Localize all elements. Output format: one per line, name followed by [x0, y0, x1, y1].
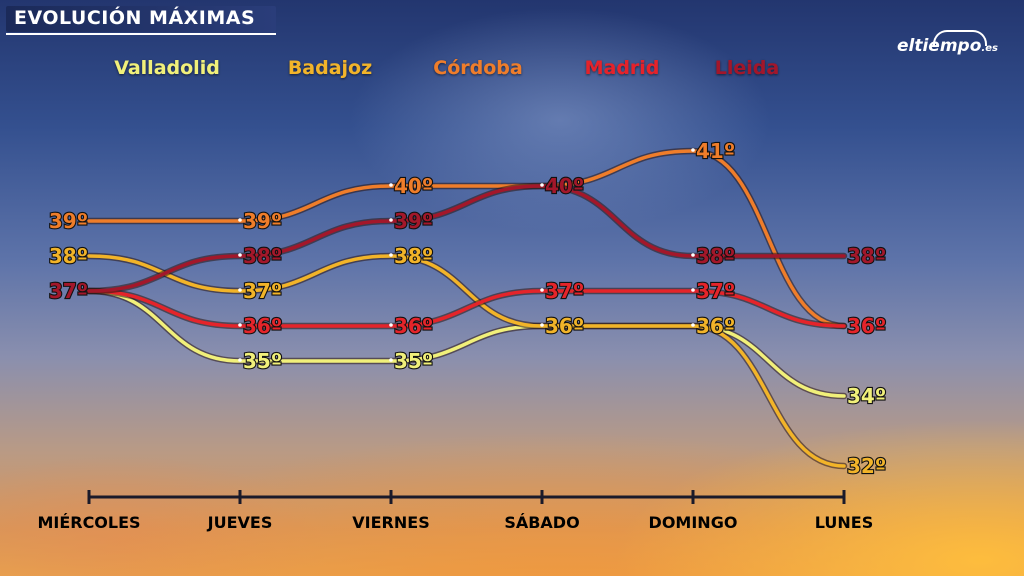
data-point-dot [691, 253, 695, 257]
data-point-lleida-miercoles: 37º [48, 278, 89, 304]
data-point-dot [238, 288, 242, 292]
data-label: 38º [243, 244, 282, 268]
x-tick-label-viernes: VIERNES [352, 513, 429, 532]
data-point-dot [389, 218, 393, 222]
data-point-lleida-lunes: 38º [846, 243, 887, 269]
data-point-badajoz-lunes: 32º [846, 453, 887, 479]
logo-text: eltiempo.es [897, 36, 998, 56]
data-point-badajoz-miercoles: 38º [48, 243, 89, 269]
x-tick-label-domingo: DOMINGO [649, 513, 738, 532]
x-tick-label-lunes: LUNES [815, 513, 873, 532]
data-point-badajoz-sabado: 36º [540, 313, 585, 339]
data-label: 36º [545, 314, 584, 338]
series-line-cordoba [87, 149, 846, 328]
series-line-madrid [87, 289, 846, 328]
data-point-cordoba-miercoles: 39º [48, 208, 89, 234]
data-point-lleida-jueves: 38º [238, 243, 283, 269]
data-label: 39º [394, 209, 433, 233]
data-point-dot [540, 288, 544, 292]
data-point-lleida-domingo: 38º [691, 243, 736, 269]
data-label: 35º [243, 349, 282, 373]
title-underline [6, 33, 276, 35]
data-point-madrid-viernes: 36º [389, 313, 434, 339]
logo-suffix: .es [981, 43, 998, 54]
data-label: 35º [394, 349, 433, 373]
data-label: 40º [545, 174, 584, 198]
legend-item-madrid: Madrid [585, 57, 660, 79]
data-point-dot [238, 358, 242, 362]
data-point-dot [691, 288, 695, 292]
data-point-dot [691, 148, 695, 152]
data-label: 39º [243, 209, 282, 233]
data-point-dot [540, 183, 544, 187]
data-label: 39º [49, 209, 88, 233]
logo-name: eltiempo [897, 36, 982, 56]
data-point-badajoz-jueves: 37º [238, 278, 283, 304]
legend: Valladolid Badajoz Córdoba Madrid Lleida [114, 57, 779, 79]
data-point-valladolid-lunes: 34º [846, 383, 887, 409]
data-label: 37º [243, 279, 282, 303]
data-label: 40º [394, 174, 433, 198]
data-label: 36º [696, 314, 735, 338]
eltiempo-logo: eltiempo.es [897, 30, 1015, 58]
data-point-cordoba-viernes: 40º [389, 173, 434, 199]
data-label: 36º [243, 314, 282, 338]
data-label: 38º [49, 244, 88, 268]
x-tick-label-jueves: JUEVES [207, 513, 273, 532]
data-point-dot [389, 358, 393, 362]
data-point-madrid-jueves: 36º [238, 313, 283, 339]
data-point-lleida-sabado: 40º [540, 173, 585, 199]
data-point-dot [540, 323, 544, 327]
legend-item-lleida: Lleida [715, 57, 779, 79]
x-axis: MIÉRCOLES JUEVES VIERNES SÁBADO DOMINGO LUNES [37, 490, 873, 532]
data-point-dot [238, 218, 242, 222]
data-point-badajoz-viernes: 38º [389, 243, 434, 269]
data-point-dot [389, 323, 393, 327]
data-point-dot [238, 253, 242, 257]
data-label: 36º [847, 314, 886, 338]
data-point-cordoba-jueves: 39º [238, 208, 283, 234]
data-label: 37º [49, 279, 88, 303]
data-label: 34º [847, 384, 886, 408]
data-point-madrid-domingo: 37º [691, 278, 736, 304]
legend-item-cordoba: Córdoba [433, 57, 522, 79]
data-point-madrid-sabado: 37º [540, 278, 585, 304]
legend-item-valladolid: Valladolid [114, 57, 220, 79]
chart-title: EVOLUCIÓN MÁXIMAS [14, 7, 256, 29]
cloud-icon [933, 30, 987, 46]
data-point-valladolid-viernes: 35º [389, 348, 434, 374]
data-label: 37º [696, 279, 735, 303]
series-lines [85, 147, 848, 470]
legend-item-badajoz: Badajoz [288, 57, 372, 79]
series-line-valladolid [87, 289, 846, 398]
data-label: 41º [696, 139, 735, 163]
data-label: 36º [394, 314, 433, 338]
title-banner: EVOLUCIÓN MÁXIMAS [6, 6, 276, 32]
data-point-dot [238, 323, 242, 327]
data-point-lleida-viernes: 39º [389, 208, 434, 234]
data-point-dot [389, 183, 393, 187]
data-point-dot [389, 253, 393, 257]
x-tick-label-sabado: SÁBADO [504, 513, 579, 532]
series-line-lleida [87, 184, 846, 293]
data-point-cordoba-domingo: 41º [691, 138, 736, 164]
data-label: 37º [545, 279, 584, 303]
data-point-badajoz-domingo: 36º [691, 313, 736, 339]
data-point-madrid-lunes: 36º [846, 313, 887, 339]
data-label: 32º [847, 454, 886, 478]
data-labels: 35º 35º 34º 38º 37º 38º 36º 36º 32º 39º 39º 40º 41º 3… [48, 138, 887, 479]
x-tick-label-miercoles: MIÉRCOLES [37, 513, 140, 532]
data-label: 38º [696, 244, 735, 268]
data-point-dot [691, 323, 695, 327]
data-label: 38º [847, 244, 886, 268]
data-label: 38º [394, 244, 433, 268]
data-point-valladolid-jueves: 35º [238, 348, 283, 374]
